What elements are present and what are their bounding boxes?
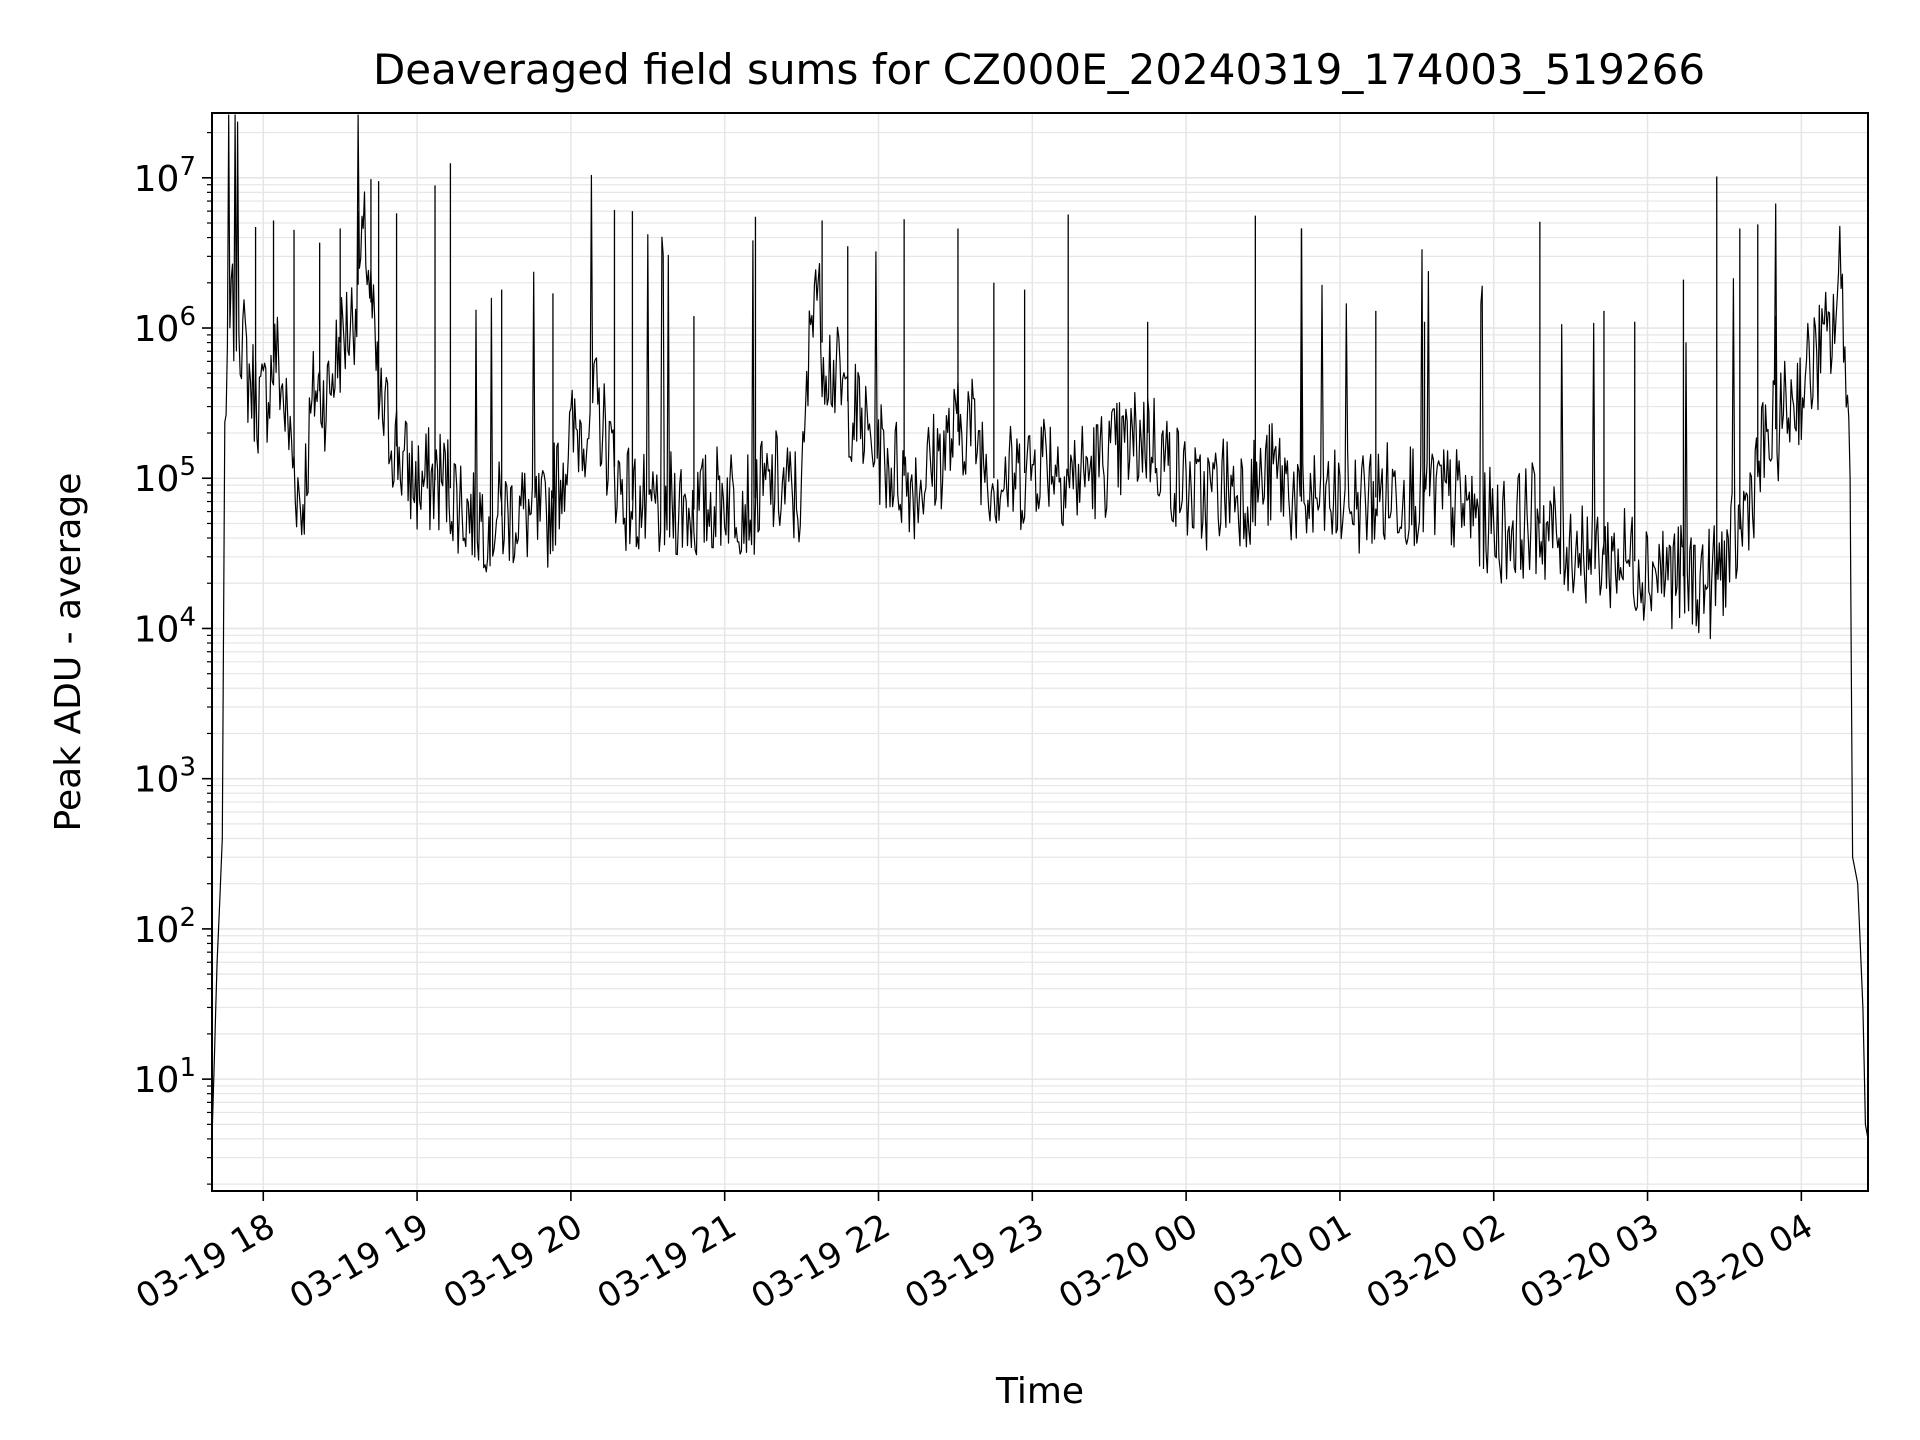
y-axis-label: Peak ADU - average xyxy=(48,473,89,832)
x-axis-label: Time xyxy=(995,1371,1084,1412)
y-tick-label: 103 xyxy=(134,753,196,801)
y-tick-label: 105 xyxy=(134,452,196,500)
y-tick-label: 104 xyxy=(134,602,196,650)
series-line xyxy=(211,114,1869,1140)
y-tick-label: 101 xyxy=(134,1053,196,1101)
y-tick-label: 107 xyxy=(134,152,196,200)
y-tick-label: 102 xyxy=(134,903,196,951)
y-axis-ticks: 101 102 103 104 105 106 107 xyxy=(134,131,212,1185)
data-series xyxy=(211,114,1869,1140)
y-tick-label: 106 xyxy=(134,302,196,350)
chart-title: Deaveraged field sums for CZ000E_2024031… xyxy=(373,45,1705,94)
gridlines xyxy=(212,113,1868,1191)
